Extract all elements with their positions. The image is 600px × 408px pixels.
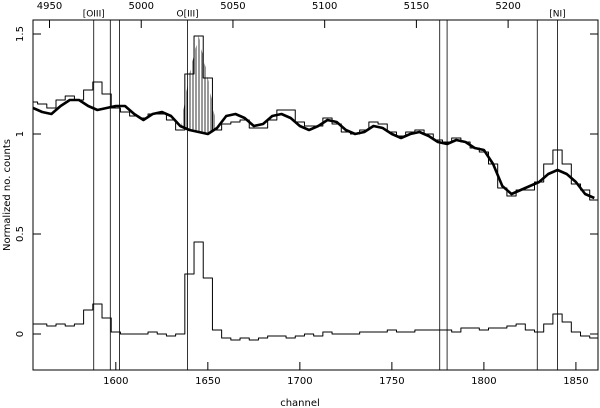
y-tick-label: 0.5 [15,226,26,242]
x2-tick-label: 5200 [495,1,520,12]
x2-tick-label: 5100 [312,1,337,12]
x-tick-label: 1800 [471,376,496,387]
series-line [33,35,598,201]
x2-tick-label: 5050 [220,1,245,12]
plot-frame [32,19,599,371]
x-tick-label: 1750 [379,376,404,387]
line-label: [OIII] [83,10,105,20]
x2-tick-label: 5000 [129,1,154,12]
x2-tick-label: 5150 [404,1,429,12]
y-tick-label: 1 [15,131,26,137]
series-line [33,98,595,200]
x-tick-label: 1700 [287,376,312,387]
y-tick-label: 1.5 [15,26,26,42]
x2-tick-label: 4950 [37,1,62,12]
x-tick-label: 1850 [563,376,588,387]
hatched-region [180,36,218,134]
x-axis-label: channel [280,398,320,408]
series-line [33,241,598,341]
x-tick-label: 1600 [103,376,128,387]
y-tick-label: 0 [15,331,26,337]
line-label: [NI] [549,10,565,20]
line-label: O[III] [177,10,199,20]
y-axis-label: Normalized no. counts [2,139,13,251]
x-tick-label: 1650 [195,376,220,387]
